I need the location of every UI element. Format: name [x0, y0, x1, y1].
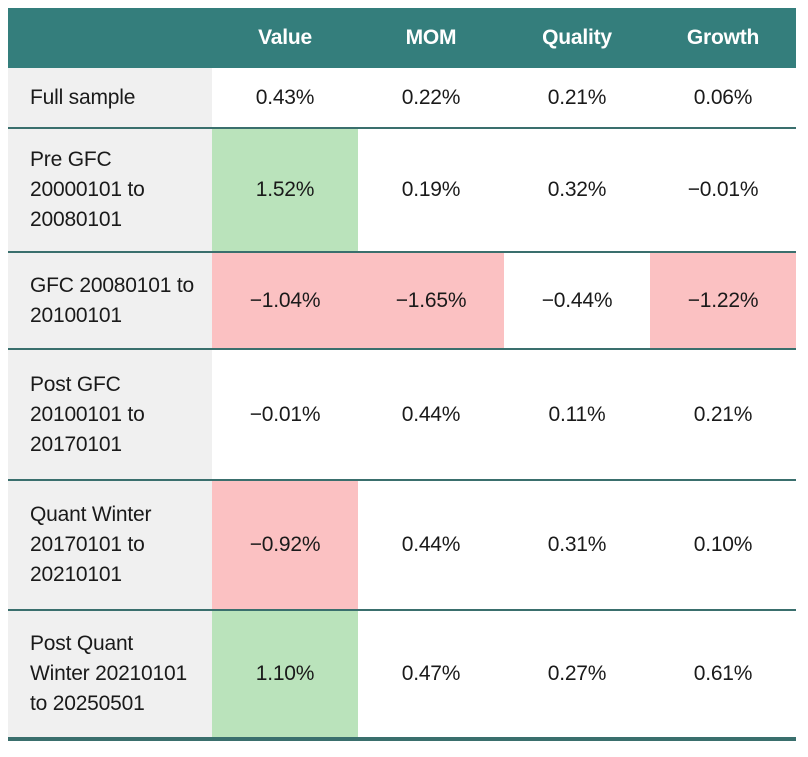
mom-cell: 0.47%	[358, 611, 504, 737]
growth-cell: 0.21%	[650, 350, 796, 479]
value-cell: 1.10%	[212, 611, 358, 737]
table-row: GFC 20080101 to 20100101 −1.04% −1.65% −…	[8, 253, 796, 350]
quality-cell: 0.32%	[504, 129, 650, 251]
row-label: Post Quant Winter 20210101 to 20250501	[8, 611, 212, 737]
quality-cell: −0.44%	[504, 253, 650, 348]
row-label: GFC 20080101 to 20100101	[8, 253, 212, 348]
mom-cell: 0.19%	[358, 129, 504, 251]
table-row: Full sample 0.43% 0.22% 0.21% 0.06%	[8, 68, 796, 129]
value-cell: −0.01%	[212, 350, 358, 479]
table-row: Post GFC 20100101 to 20170101 −0.01% 0.4…	[8, 350, 796, 481]
mom-cell: 0.22%	[358, 68, 504, 127]
row-label: Pre GFC 20000101 to 20080101	[8, 129, 212, 251]
value-cell: −0.92%	[212, 481, 358, 609]
quality-cell: 0.11%	[504, 350, 650, 479]
mom-cell: 0.44%	[358, 350, 504, 479]
quality-cell: 0.21%	[504, 68, 650, 127]
mom-cell: 0.44%	[358, 481, 504, 609]
value-cell: 1.52%	[212, 129, 358, 251]
growth-cell: 0.10%	[650, 481, 796, 609]
growth-cell: 0.61%	[650, 611, 796, 737]
quality-cell: 0.27%	[504, 611, 650, 737]
value-cell: 0.43%	[212, 68, 358, 127]
table-header-row: Value MOM Quality Growth	[8, 8, 796, 68]
row-label: Quant Winter 20170101 to 20210101	[8, 481, 212, 609]
row-label: Post GFC 20100101 to 20170101	[8, 350, 212, 479]
factor-performance-table: Value MOM Quality Growth Full sample 0.4…	[8, 8, 796, 741]
growth-cell: −1.22%	[650, 253, 796, 348]
header-cell-value: Value	[258, 26, 312, 49]
value-cell: −1.04%	[212, 253, 358, 348]
header-cell-blank	[8, 8, 212, 68]
table-row: Quant Winter 20170101 to 20210101 −0.92%…	[8, 481, 796, 611]
row-label: Full sample	[8, 68, 212, 127]
table-row: Post Quant Winter 20210101 to 20250501 1…	[8, 611, 796, 741]
growth-cell: 0.06%	[650, 68, 796, 127]
mom-cell: −1.65%	[358, 253, 504, 348]
header-cell-quality: Quality	[542, 26, 612, 49]
growth-cell: −0.01%	[650, 129, 796, 251]
header-cell-growth: Growth	[686, 26, 760, 49]
quality-cell: 0.31%	[504, 481, 650, 609]
table-row: Pre GFC 20000101 to 20080101 1.52% 0.19%…	[8, 129, 796, 253]
header-cell-mom: MOM	[405, 26, 457, 49]
